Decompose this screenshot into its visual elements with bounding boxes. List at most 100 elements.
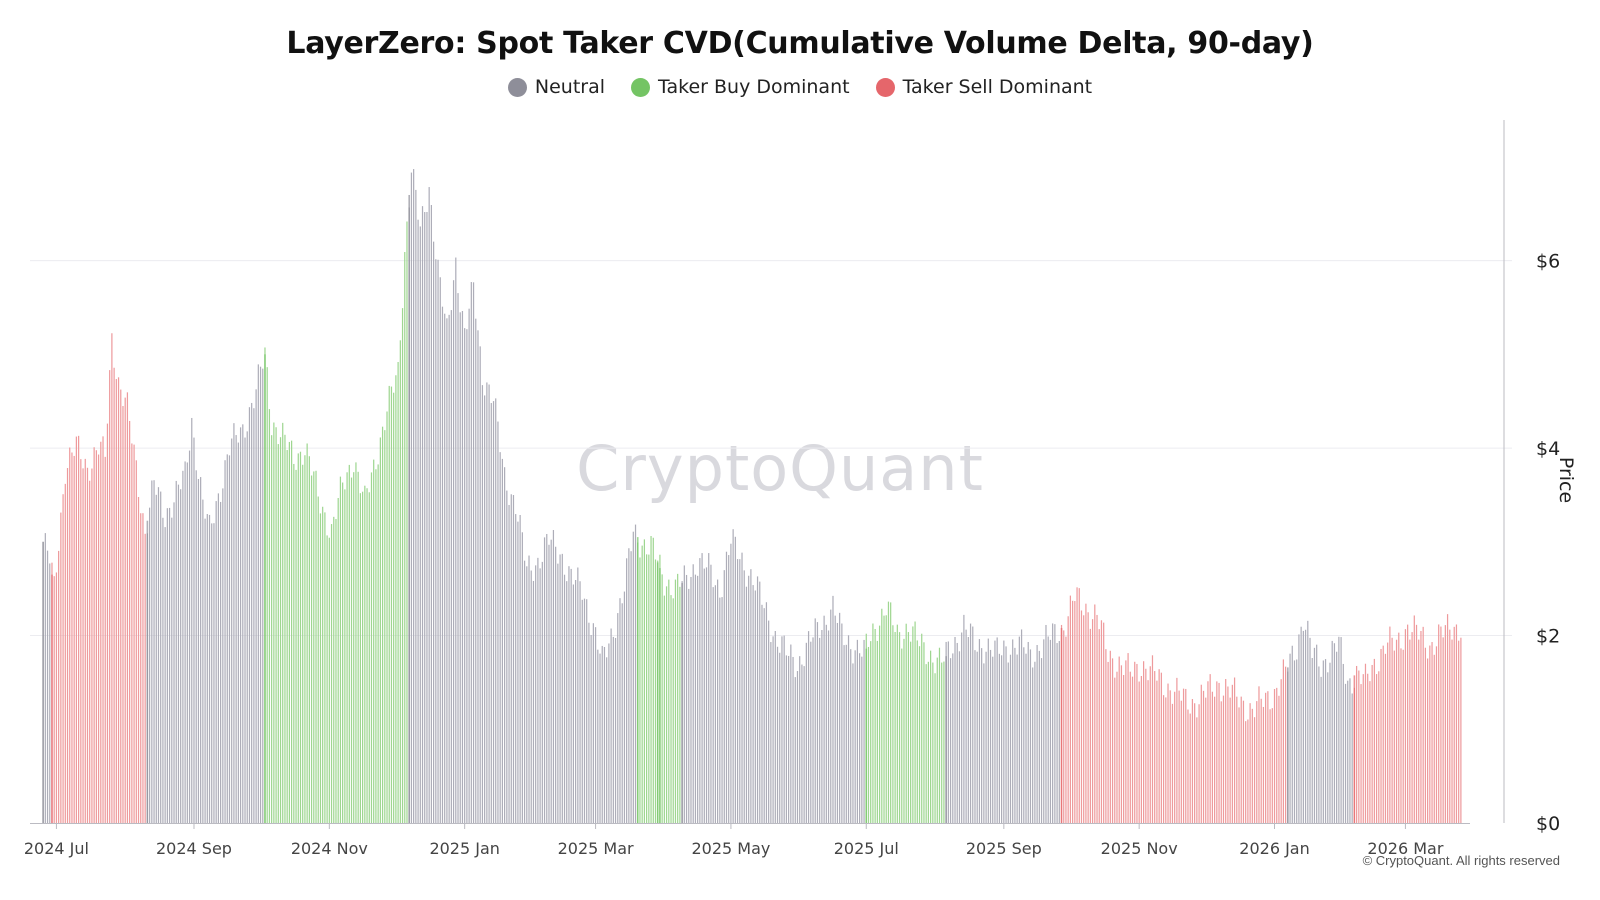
bar [113,367,115,823]
bar [863,639,865,823]
bar [1451,639,1453,823]
bar [439,277,441,823]
bar [220,501,222,823]
bar [1278,695,1280,823]
segment-start-bar [656,562,659,823]
bar [537,557,539,823]
bar [1087,612,1089,823]
bar [1220,701,1222,823]
bar [887,601,890,823]
y-tick-label: $0 [1536,813,1560,835]
legend-item-taker-sell[interactable]: Taker Sell Dominant [875,76,1092,98]
chart-title: LayerZero: Spot Taker CVD(Cumulative Vol… [286,26,1314,61]
bar [104,456,106,823]
bar [510,494,512,823]
bar [350,477,353,823]
bar [364,485,366,823]
bar [1200,684,1202,823]
bar [1258,686,1260,823]
bar [821,629,823,823]
bar [1378,671,1380,823]
bar [685,574,688,823]
bar [1360,684,1362,823]
bar [313,471,315,823]
bar [703,568,705,823]
bar [1320,676,1322,823]
bar [847,635,850,823]
bar [206,514,208,823]
bar [82,468,84,823]
bar [1273,689,1276,823]
bar [268,409,271,823]
bar [1158,669,1160,823]
bar [994,640,996,823]
bar [601,645,603,823]
bar [1136,663,1138,823]
segment-start-bar [264,354,266,823]
bar [244,437,246,823]
bar [708,553,710,823]
bar [1040,658,1043,823]
legend-taker-sell-dot-icon [875,77,895,97]
bar [894,631,896,823]
bar [577,567,579,823]
bar [1180,700,1182,823]
bar [413,169,415,823]
bar [44,533,46,823]
bar [1329,662,1331,823]
bar [171,517,173,823]
bar [1091,619,1094,823]
bar [468,308,470,823]
bar [1289,653,1291,823]
bar [952,653,954,823]
bar [1375,674,1378,823]
bar [346,472,348,823]
x-tick-label: 2026 Jan [1239,839,1309,858]
bar [475,318,477,823]
bar [1149,666,1151,823]
bar [739,559,741,823]
bar [1344,683,1347,823]
bar [552,530,555,823]
bar [1373,658,1375,823]
bar [95,450,97,823]
bar [337,498,339,823]
bar [1085,603,1087,823]
bar [506,490,508,823]
bar [1054,624,1056,823]
bar [46,550,49,823]
bar [1342,663,1344,823]
bar [859,653,861,823]
bar [748,575,750,823]
bar [934,673,936,823]
bar [153,480,155,823]
bar [410,172,413,823]
bar [1014,647,1016,823]
legend-item-taker-buy[interactable]: Taker Buy Dominant [631,76,850,98]
bar [1080,610,1083,823]
bar [1296,659,1298,823]
bar [665,586,668,823]
bar [810,641,812,823]
bar [404,252,406,823]
bar [1032,667,1034,823]
bar [395,375,397,823]
bar [1096,614,1098,823]
bar [561,553,563,823]
bar [623,591,626,823]
bar [969,623,972,823]
bar [368,492,370,823]
bar [1238,707,1240,823]
bar [62,494,64,823]
bar [530,570,532,823]
bar [381,426,384,823]
legend-item-neutral[interactable]: Neutral [507,76,605,98]
bar [546,533,548,823]
bar [266,367,268,823]
bar [508,504,510,823]
bar [1029,649,1032,823]
bar [1435,646,1438,823]
bar [976,651,978,823]
bar [330,524,333,823]
